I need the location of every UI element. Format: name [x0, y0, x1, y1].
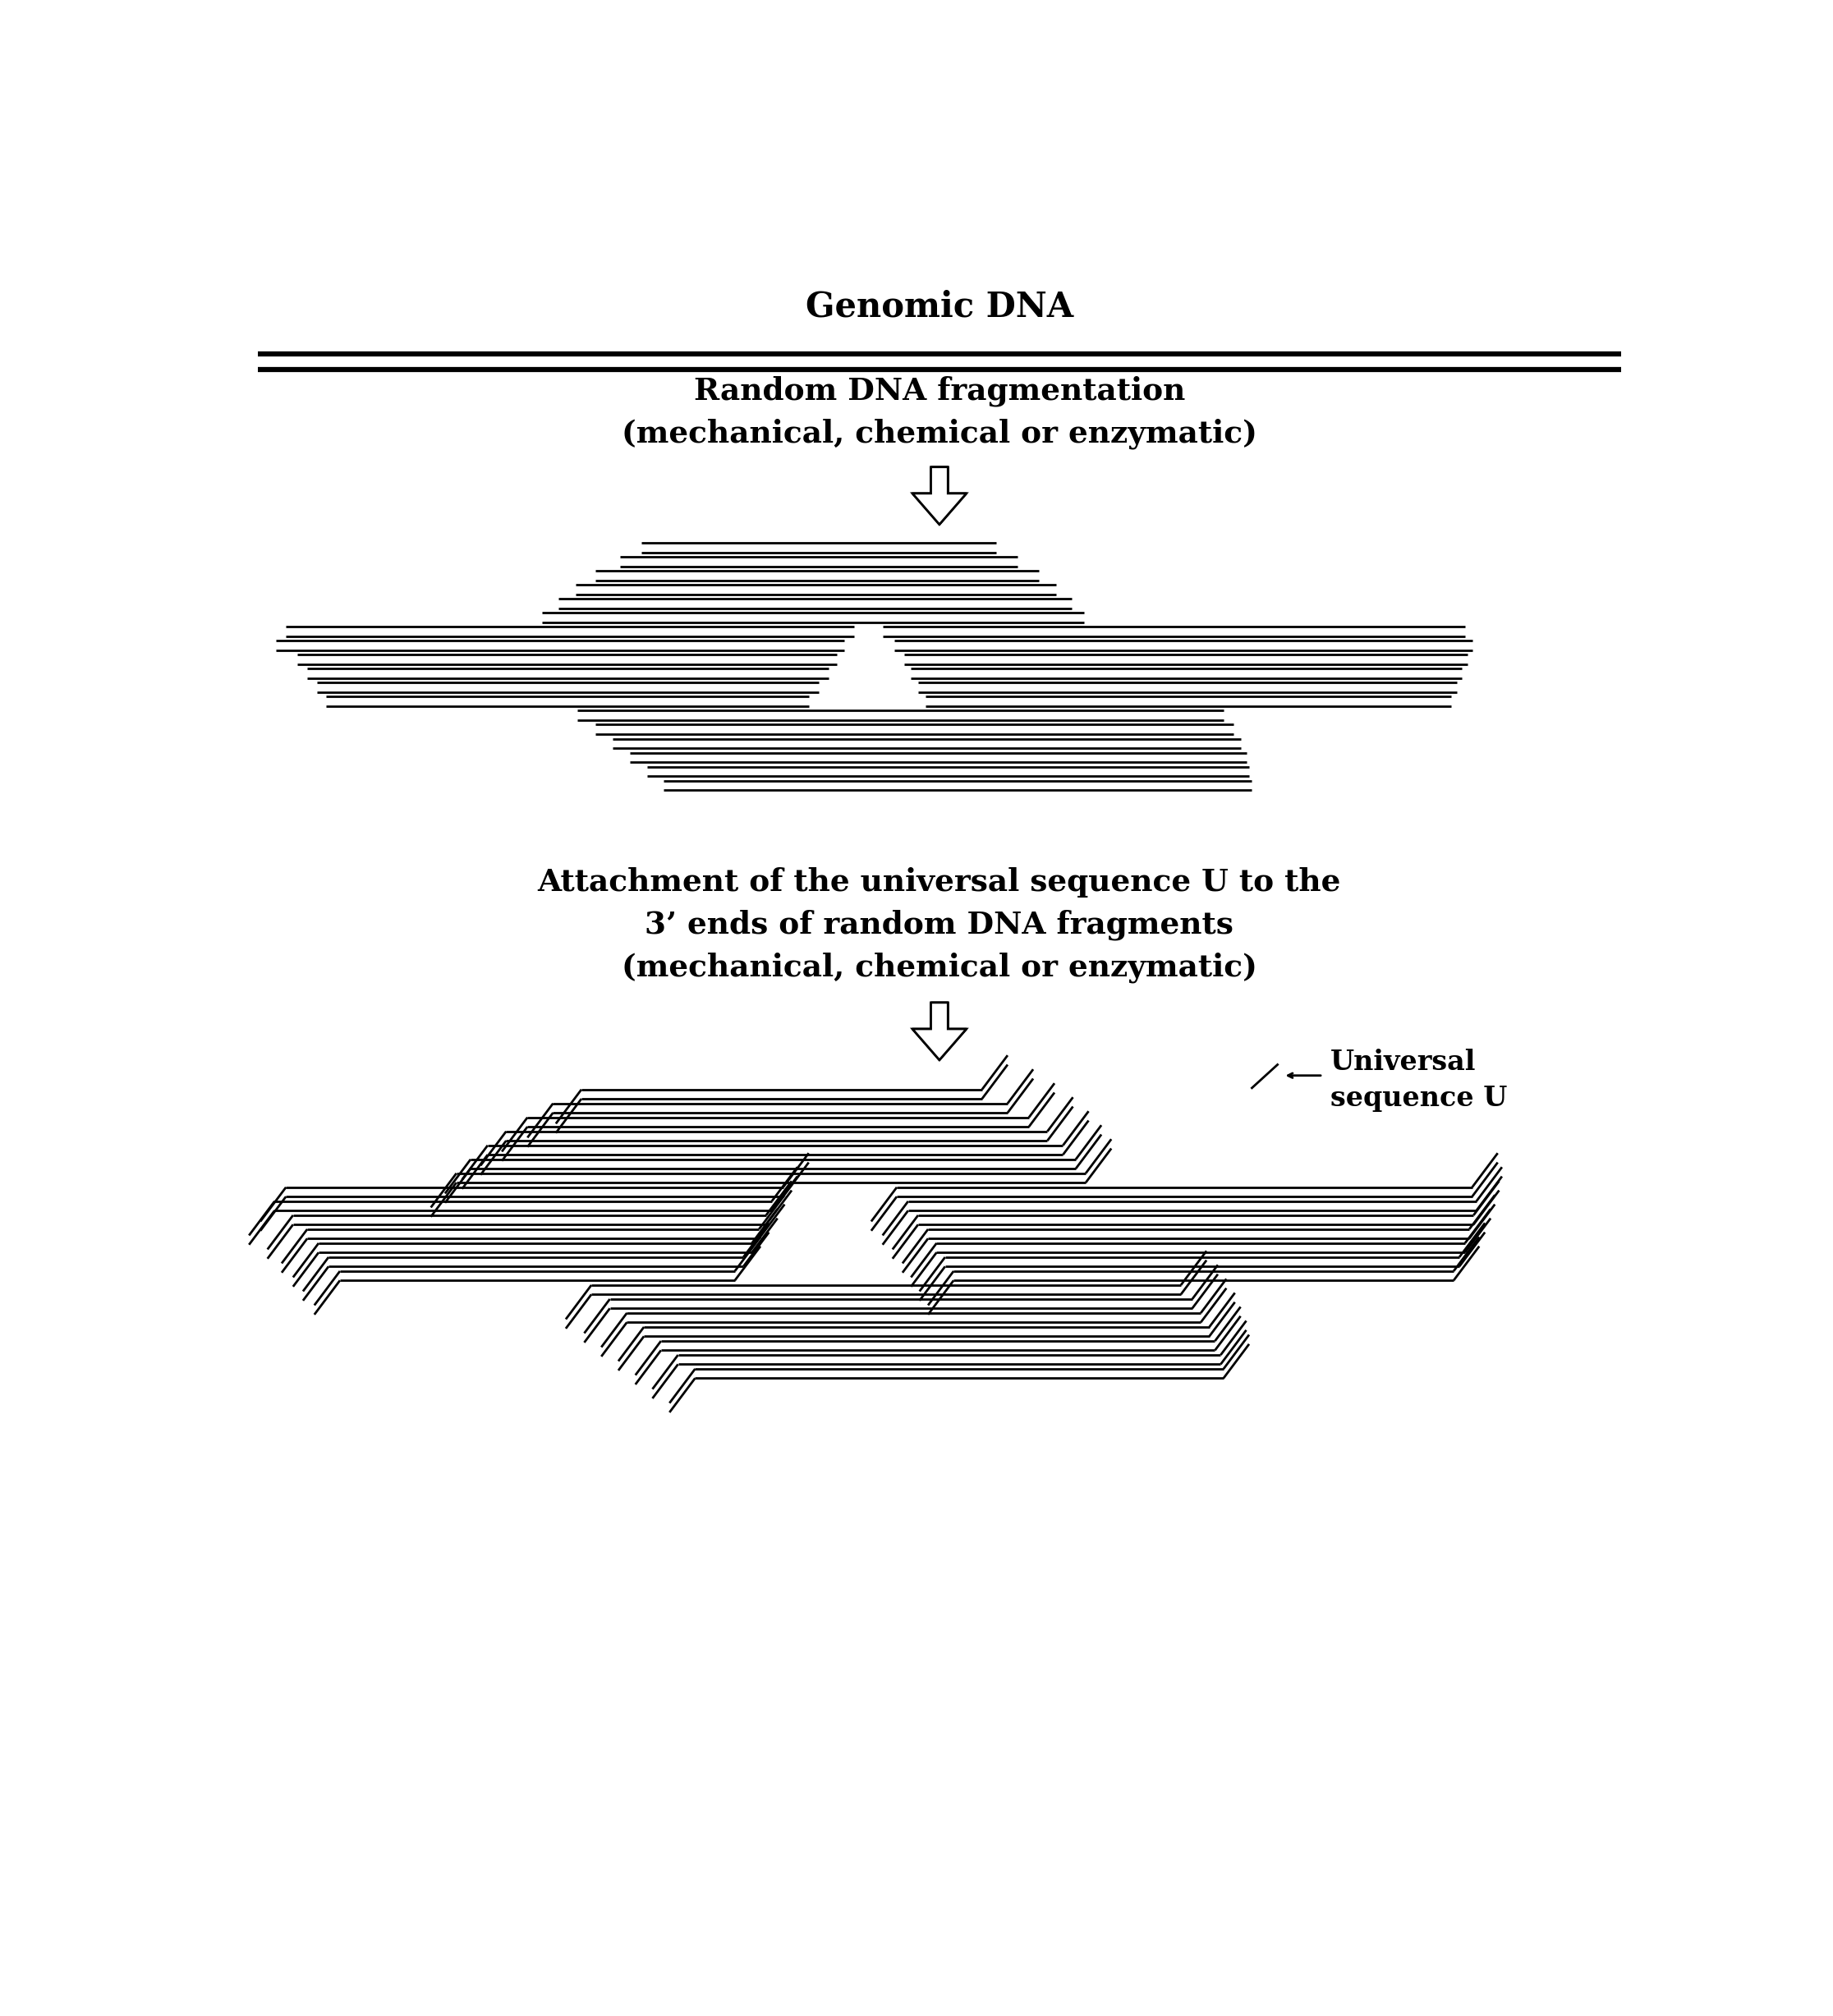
Text: Universal
sequence U: Universal sequence U [1331, 1048, 1507, 1111]
Text: Random DNA fragmentation
(mechanical, chemical or enzymatic): Random DNA fragmentation (mechanical, ch… [621, 375, 1257, 450]
Polygon shape [913, 1002, 966, 1060]
Text: Attachment of the universal sequence U to the
3’ ends of random DNA fragments
(m: Attachment of the universal sequence U t… [537, 867, 1342, 984]
Text: Genomic DNA: Genomic DNA [805, 290, 1074, 325]
Polygon shape [913, 468, 966, 524]
